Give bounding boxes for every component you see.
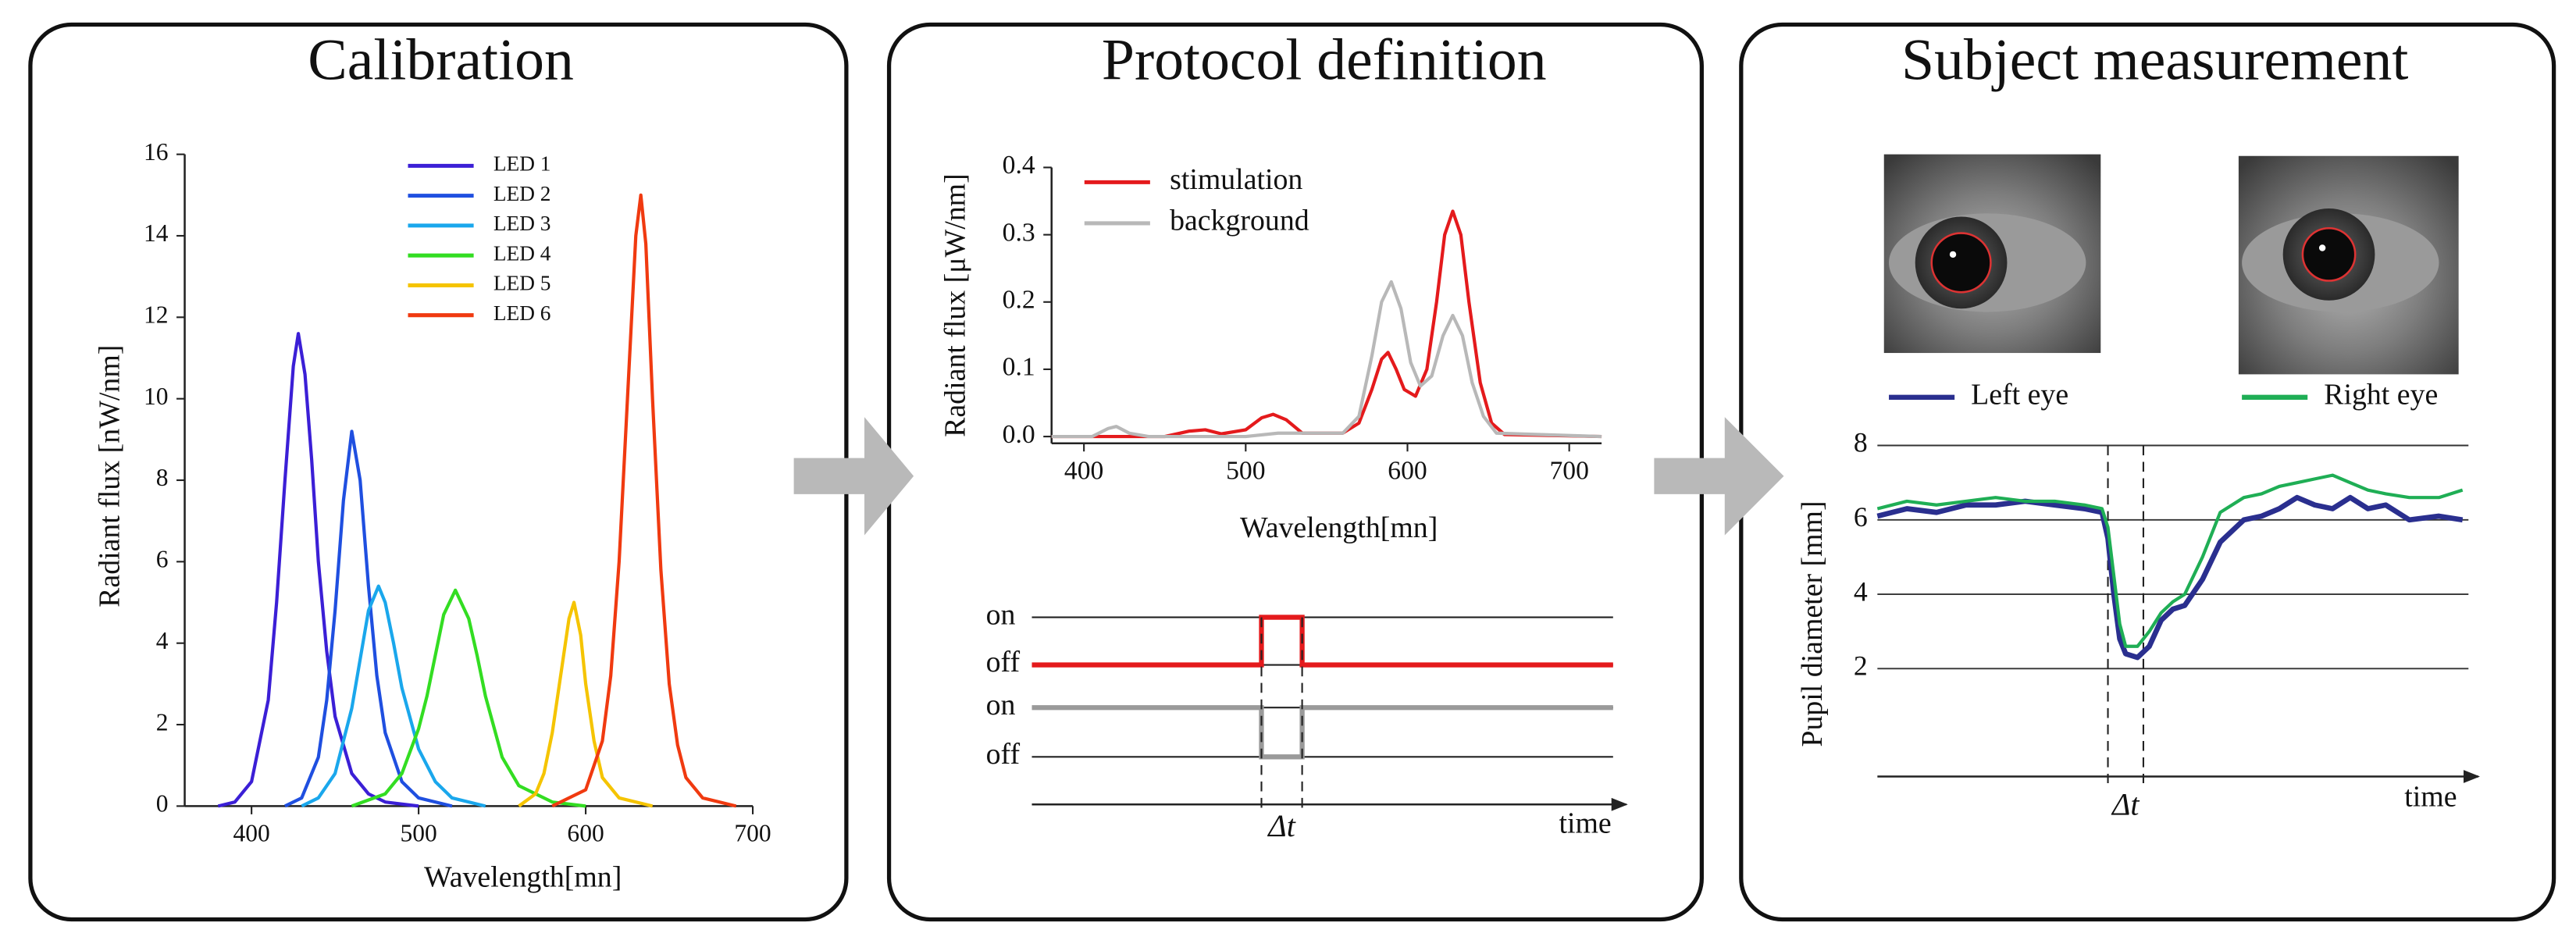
y-tick-label: 0.2	[1003, 285, 1035, 314]
series-line	[1876, 473, 2464, 648]
y-axis-label: Radiant flux [μW/nm]	[939, 173, 972, 437]
y-tick-label: 6	[156, 546, 169, 573]
panel-title: Protocol definition	[1102, 27, 1547, 92]
y-tick-label: 10	[144, 383, 169, 410]
legend-label: background	[1170, 205, 1309, 237]
y-tick-label: 2	[1854, 650, 1868, 682]
x-tick-label: 700	[734, 819, 771, 846]
y-tick-label: 0	[156, 790, 169, 818]
level-label: off	[986, 738, 1021, 771]
y-axis-label: Radiant flux [nW/nm]	[94, 345, 126, 607]
legend-label: Right eye	[2324, 379, 2438, 411]
y-axis-label: Pupil diameter [mm]	[1796, 500, 1829, 746]
x-tick-label: 600	[1388, 456, 1427, 485]
y-tick-label: 0.0	[1003, 420, 1035, 449]
legend-label: Left eye	[1971, 379, 2068, 411]
y-tick-label: 6	[1854, 501, 1868, 533]
y-tick-label: 14	[144, 219, 169, 247]
x-tick-label: 500	[400, 819, 436, 846]
y-tick-label: 0.3	[1003, 218, 1035, 247]
y-tick-label: 4	[1854, 575, 1868, 607]
y-tick-label: 0.1	[1003, 353, 1035, 382]
legend-label: LED 3	[493, 212, 551, 235]
y-tick-label: 16	[144, 138, 169, 166]
legend-label: LED 5	[493, 272, 551, 295]
y-tick-label: 8	[1854, 427, 1868, 458]
series-line	[1051, 209, 1602, 439]
series-line	[1051, 280, 1602, 439]
annotation: Δt	[2111, 787, 2140, 822]
legend-label: stimulation	[1170, 163, 1302, 196]
series-line	[1876, 494, 2464, 661]
x-tick-label: 700	[1549, 456, 1588, 485]
x-tick-label: 400	[1064, 456, 1103, 485]
y-tick-label: 2	[156, 708, 169, 736]
legend-label: LED 2	[493, 182, 551, 205]
legend-label: LED 1	[493, 152, 551, 176]
level-label: off	[986, 646, 1021, 679]
legend-label: LED 4	[493, 241, 551, 265]
x-axis-label: time	[1559, 807, 1611, 839]
eye-image	[1883, 154, 2101, 354]
flow-arrow	[793, 417, 914, 536]
series-line	[351, 588, 586, 808]
y-tick-label: 12	[144, 301, 169, 329]
signal-line	[1031, 614, 1613, 668]
level-label: on	[986, 689, 1016, 721]
panel-title: Calibration	[308, 27, 574, 92]
panel-title: Subject measurement	[1901, 27, 2408, 92]
y-tick-label: 4	[156, 627, 169, 654]
x-axis-label: Wavelength[mn]	[424, 861, 622, 894]
series-line	[284, 429, 453, 808]
eye-image	[2238, 155, 2459, 375]
level-label: on	[986, 598, 1016, 631]
series-line	[217, 332, 419, 808]
x-axis-label: time	[2404, 781, 2457, 814]
y-tick-label: 8	[156, 464, 169, 491]
y-tick-label: 0.4	[1003, 151, 1035, 180]
flow-arrow	[1654, 417, 1784, 536]
series-line	[551, 193, 737, 808]
series-line	[301, 584, 486, 808]
x-tick-label: 400	[233, 819, 269, 846]
annotation: Δt	[1267, 808, 1295, 843]
x-axis-label: Wavelength[mn]	[1240, 511, 1438, 544]
series-line	[518, 600, 654, 808]
x-tick-label: 500	[1226, 456, 1265, 485]
legend-label: LED 6	[493, 301, 551, 325]
x-tick-label: 600	[567, 819, 604, 846]
signal-line	[1031, 705, 1613, 760]
